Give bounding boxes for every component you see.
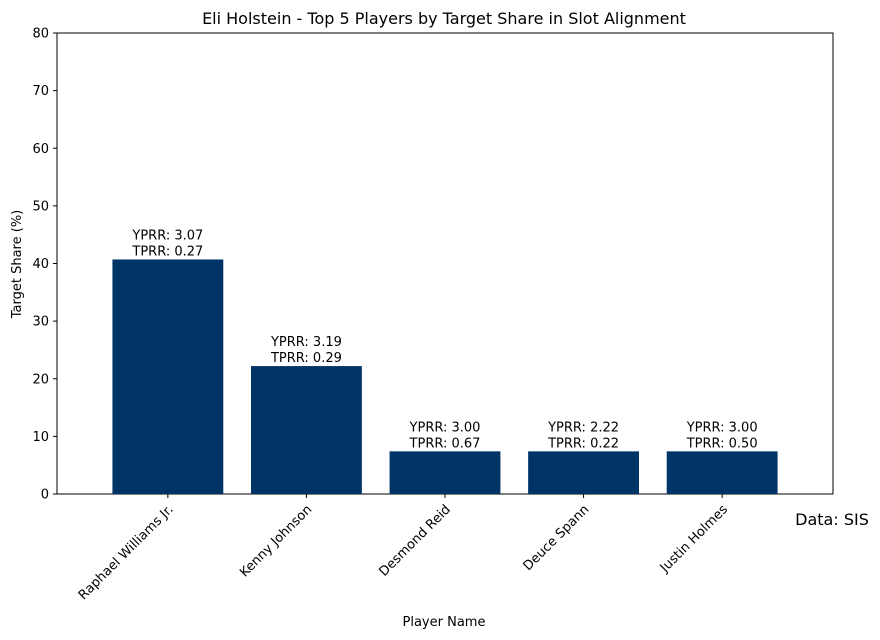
bar-data-label: YPRR: 3.07 [131,228,203,243]
y-tick-label: 50 [32,199,49,214]
bar-data-label: TPRR: 0.27 [131,244,203,259]
bar-data-label: YPRR: 3.00 [686,420,758,435]
bar-data-label: YPRR: 3.19 [270,335,342,350]
x-tick-label: Kenny Johnson [237,502,315,580]
bar [112,259,224,494]
x-tick-label: Desmond Reid [377,502,454,579]
bar-data-label: YPRR: 3.00 [409,420,481,435]
bar-data-label: TPRR: 0.50 [686,436,758,451]
y-tick-label: 70 [32,84,49,99]
y-tick-label: 60 [32,142,49,157]
x-tick-label: Deuce Spann [521,502,593,574]
bar [251,366,362,494]
chart-title: Eli Holstein - Top 5 Players by Target S… [202,9,686,28]
bar [528,451,639,494]
bars-group [112,259,778,494]
y-axis-label: Target Share (%) [10,210,25,320]
bar-data-label: TPRR: 0.22 [547,436,619,451]
x-axis-label: Player Name [403,615,486,630]
bar [666,451,778,494]
x-axis: Raphael Williams Jr. Kenny Johnson Desmond… [76,494,731,603]
x-tick-label: Raphael Williams Jr. [76,502,177,603]
y-tick-label: 30 [32,315,49,330]
x-tick-label: Justin Holmes [657,502,731,576]
bar-data-label: TPRR: 0.29 [270,351,342,366]
bar [389,451,501,494]
y-axis: 0 10 20 30 40 50 60 70 80 [32,27,57,503]
y-tick-label: 10 [32,430,49,445]
bar-data-label: YPRR: 2.22 [547,420,619,435]
y-tick-label: 80 [32,27,49,42]
y-tick-label: 0 [41,488,49,503]
y-tick-label: 20 [32,372,49,387]
bar-data-label: TPRR: 0.67 [409,436,481,451]
data-source-note: Data: SIS [795,510,869,529]
y-tick-label: 40 [32,257,49,272]
